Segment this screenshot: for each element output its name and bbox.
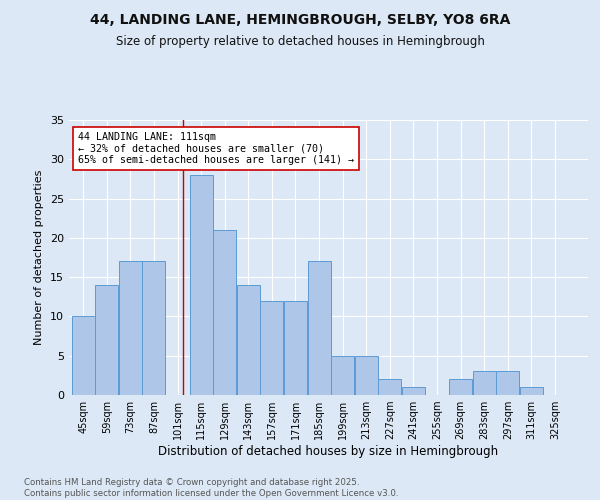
- Bar: [142, 262, 166, 395]
- Bar: [213, 230, 236, 395]
- X-axis label: Distribution of detached houses by size in Hemingbrough: Distribution of detached houses by size …: [158, 445, 499, 458]
- Bar: [237, 285, 260, 395]
- Text: 44, LANDING LANE, HEMINGBROUGH, SELBY, YO8 6RA: 44, LANDING LANE, HEMINGBROUGH, SELBY, Y…: [90, 12, 510, 26]
- Bar: [284, 300, 307, 395]
- Bar: [520, 387, 543, 395]
- Bar: [308, 262, 331, 395]
- Text: Contains HM Land Registry data © Crown copyright and database right 2025.
Contai: Contains HM Land Registry data © Crown c…: [24, 478, 398, 498]
- Bar: [402, 387, 425, 395]
- Bar: [355, 356, 378, 395]
- Bar: [449, 380, 472, 395]
- Bar: [496, 372, 520, 395]
- Bar: [95, 285, 118, 395]
- Y-axis label: Number of detached properties: Number of detached properties: [34, 170, 44, 345]
- Bar: [119, 262, 142, 395]
- Text: 44 LANDING LANE: 111sqm
← 32% of detached houses are smaller (70)
65% of semi-de: 44 LANDING LANE: 111sqm ← 32% of detache…: [79, 132, 355, 165]
- Bar: [331, 356, 354, 395]
- Bar: [473, 372, 496, 395]
- Bar: [71, 316, 95, 395]
- Bar: [190, 175, 212, 395]
- Text: Size of property relative to detached houses in Hemingbrough: Size of property relative to detached ho…: [116, 35, 484, 48]
- Bar: [260, 300, 283, 395]
- Bar: [378, 380, 401, 395]
